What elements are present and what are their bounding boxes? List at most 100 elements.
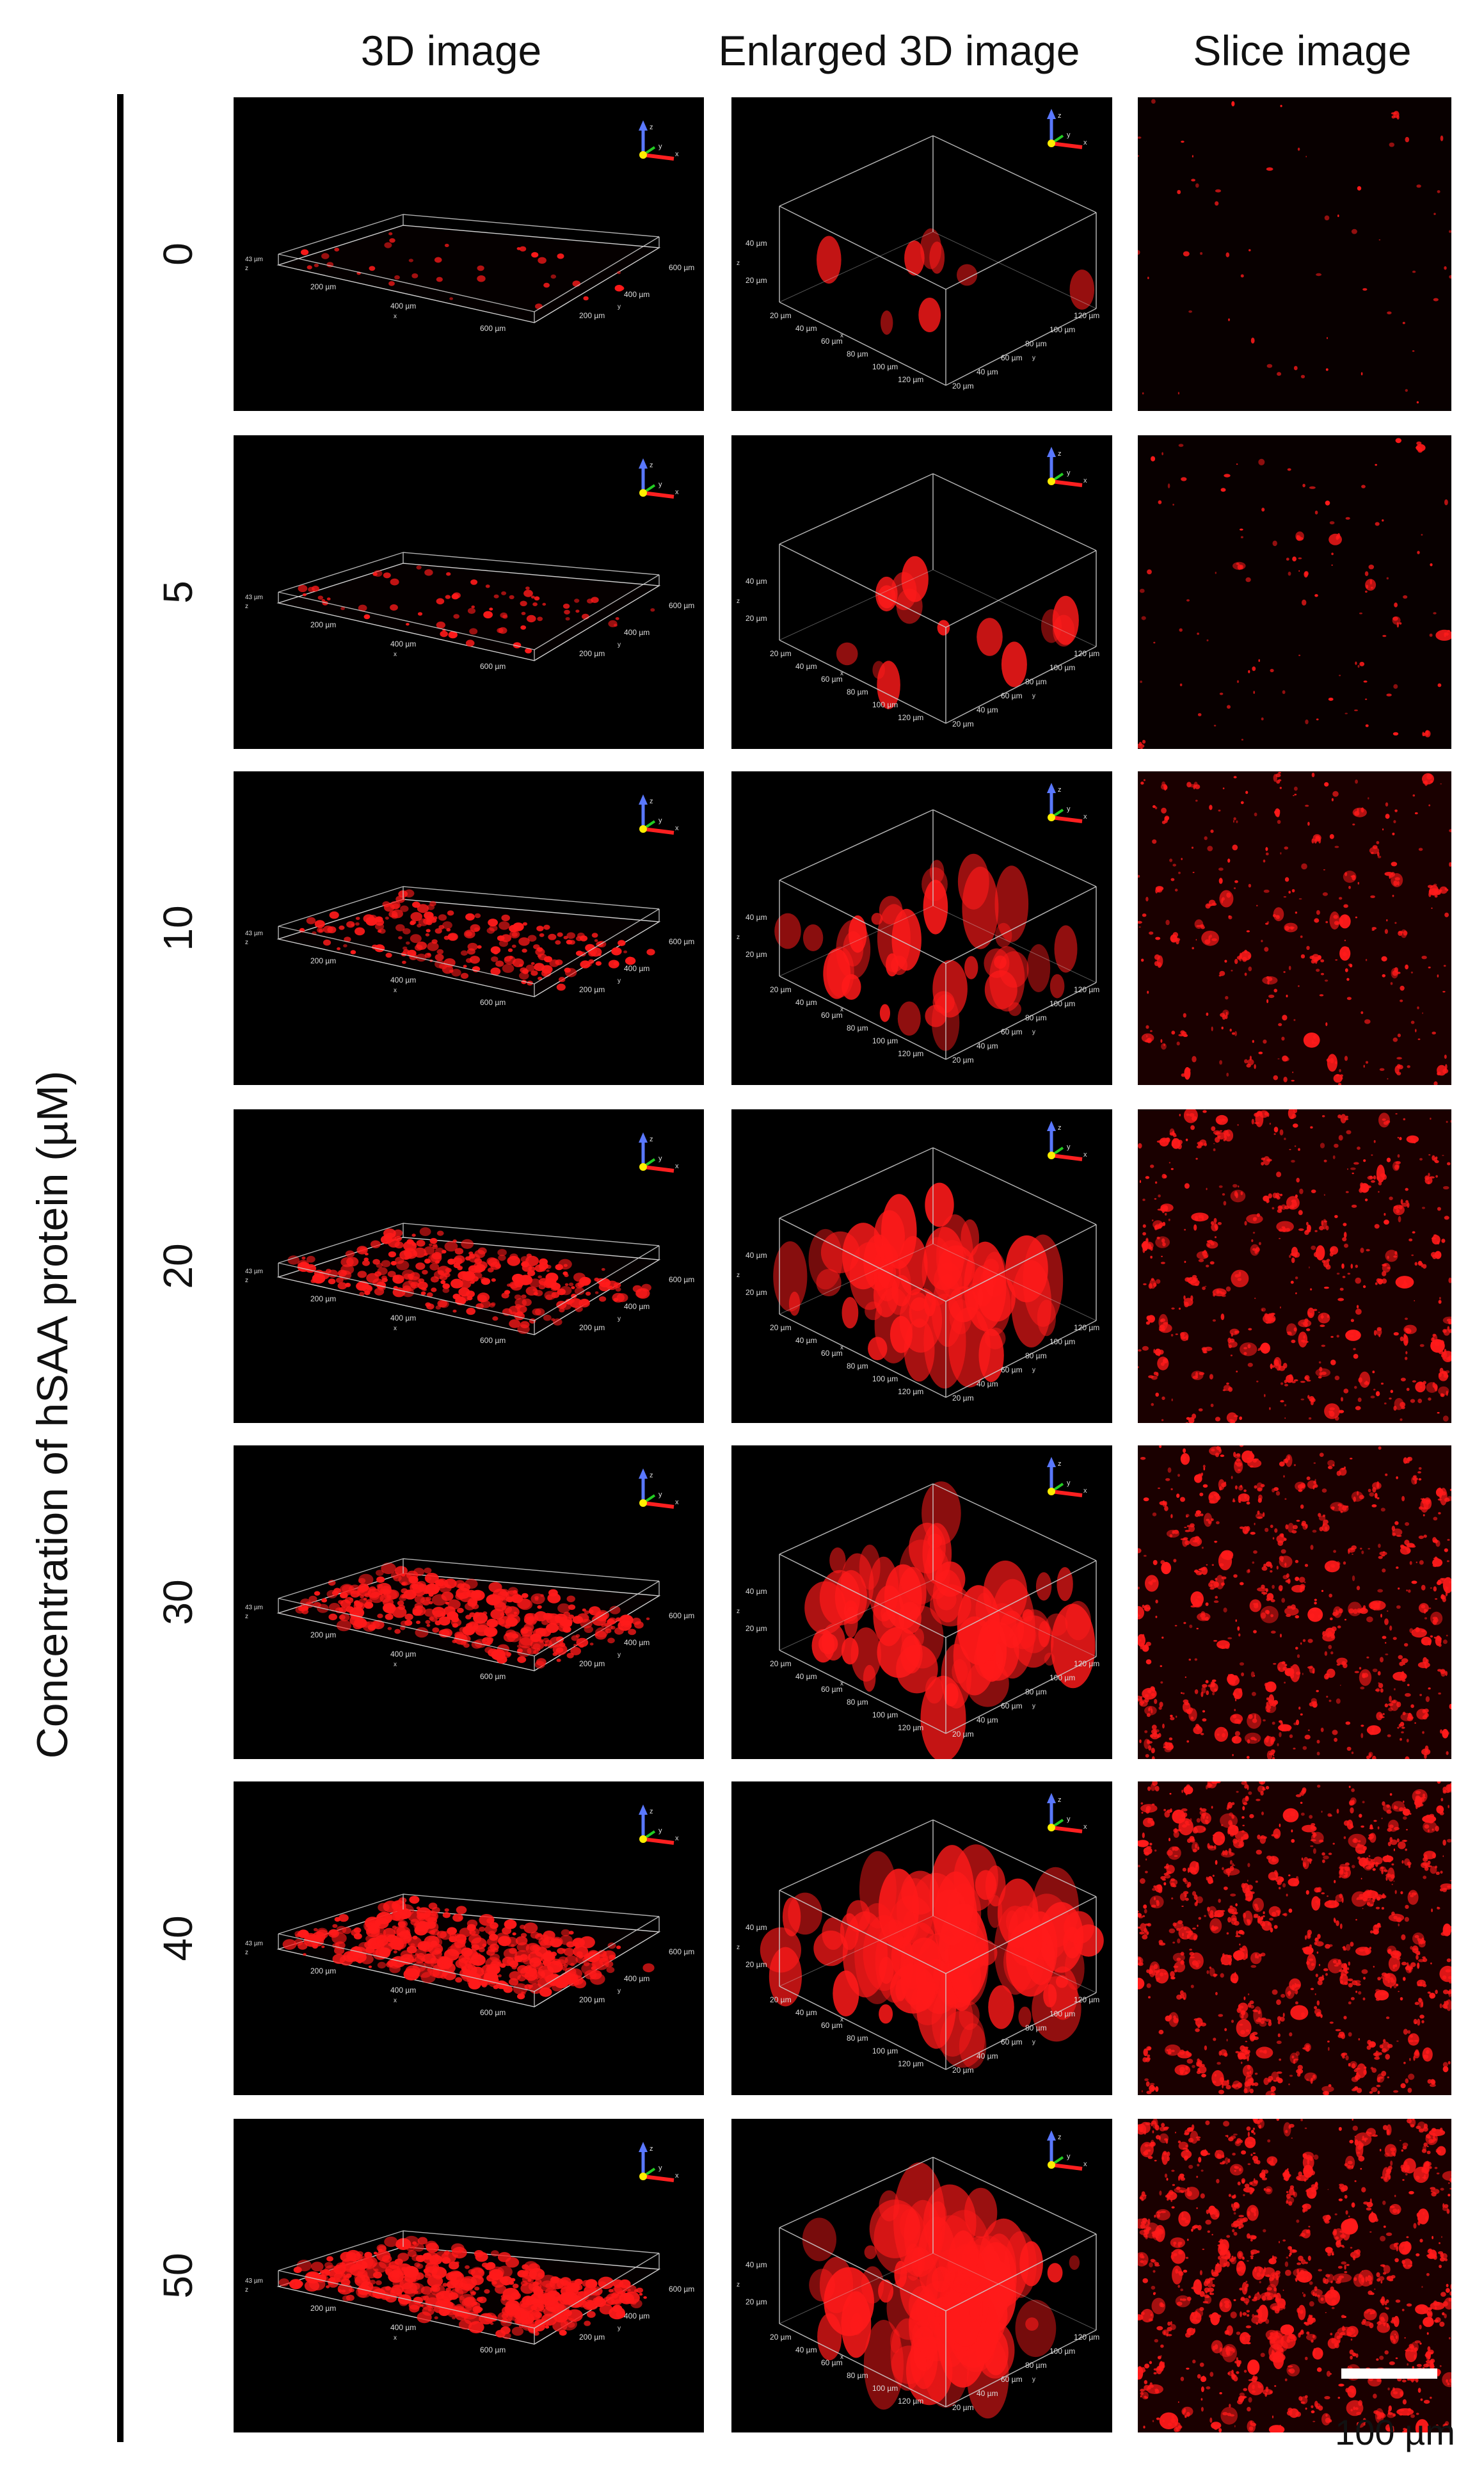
scale-bar (1341, 2368, 1437, 2379)
gizmo-z-label: z (650, 462, 653, 469)
overview-x-tick: 200 µm (310, 1966, 336, 1975)
overview-y-tick: 600 µm (669, 2285, 694, 2294)
enlarged-y-axis-label: y (1032, 355, 1035, 362)
enlarged-x-axis-label: x (840, 670, 843, 677)
slice-render (1138, 97, 1451, 411)
panel-3d-overview: 43 µm z 200 µm 400 µm 600 µm x 200 µm 400 µm 600… (234, 435, 704, 749)
fluorescent-aggregates (774, 853, 1078, 1051)
gizmo-y-label: y (1067, 469, 1071, 477)
enlarged-y-tick: 20 µm (952, 382, 974, 390)
gizmo-z-label: z (650, 2145, 653, 2153)
overview-y-tick: 400 µm (624, 1974, 650, 1983)
overview-z-tick: 43 µm (245, 1940, 263, 1947)
enlarged-x-tick: 100 µm (872, 1036, 898, 1045)
enlarged-z-tick: 40 µm (746, 2260, 767, 2269)
enlarged-y-axis-label: y (1032, 2039, 1035, 2046)
overview-y-axis-label: y (618, 977, 621, 985)
enlarged-x-tick: 100 µm (872, 2046, 898, 2055)
gizmo-z-label: z (650, 798, 653, 805)
gizmo-y-label: y (1067, 131, 1071, 139)
overview-x-tick: 600 µm (480, 324, 506, 333)
panel-slice (1138, 1781, 1451, 2095)
overview-x-tick: 200 µm (310, 1630, 336, 1639)
enlarged-y-tick: 100 µm (1049, 1337, 1075, 1346)
overview-y-tick: 200 µm (579, 2333, 605, 2342)
enlarged-z-axis-label: z (737, 1272, 740, 1279)
enlarged-y-tick: 40 µm (977, 705, 998, 714)
enlarged-y-tick: 120 µm (1074, 311, 1099, 320)
enlarged-x-tick: 100 µm (872, 1710, 898, 1719)
fluorescent-aggregates (282, 1895, 655, 2000)
overview-y-tick: 400 µm (624, 2311, 650, 2320)
overview-x-tick: 400 µm (390, 976, 416, 985)
slice-render (1138, 435, 1451, 749)
enlarged-y-tick: 120 µm (1074, 1995, 1099, 2004)
enlarged-y-tick: 120 µm (1074, 1323, 1099, 1332)
enlarged-x-tick: 20 µm (770, 2333, 792, 2342)
overview-x-tick: 600 µm (480, 2008, 506, 2017)
slice-render (1138, 2119, 1451, 2432)
overview-x-tick: 200 µm (310, 1294, 336, 1303)
enlarged-x-tick: 80 µm (847, 687, 868, 696)
panel-slice (1138, 2119, 1451, 2432)
enlarged-y-tick: 100 µm (1049, 663, 1075, 672)
fluorescent-aggregates (760, 1844, 1104, 2069)
overview-y-tick: 200 µm (579, 311, 605, 320)
enlarged-x-tick: 80 µm (847, 2034, 868, 2043)
enlarged-x-tick: 40 µm (795, 2008, 817, 2017)
enlarged-x-tick: 60 µm (821, 337, 843, 346)
slice-render (1138, 771, 1451, 1085)
overview-render: 43 µm z 200 µm 400 µm 600 µm x 200 µm 400 µm 600… (245, 1805, 694, 2017)
enlarged-z-tick: 20 µm (746, 1624, 767, 1633)
overview-x-tick: 600 µm (480, 662, 506, 671)
enlarged-y-tick: 120 µm (1074, 2333, 1099, 2342)
enlarged-x-tick: 80 µm (847, 1024, 868, 1033)
panel-enlarged-3d: 40 µm 20 µm z 20 µm 20 µm 40 µm 40 µm 60 µm 60 µ… (731, 771, 1112, 1085)
enlarged-y-tick: 40 µm (977, 2389, 998, 2398)
overview-x-axis-label: x (394, 987, 397, 994)
gizmo-x-label: x (1083, 1487, 1087, 1495)
enlarged-x-tick: 120 µm (898, 2059, 923, 2068)
overview-y-tick: 600 µm (669, 263, 694, 272)
enlarged-x-axis-label: x (840, 2354, 843, 2361)
gizmo-y-label: y (658, 143, 662, 150)
enlarged-x-axis-label: x (840, 2016, 843, 2023)
gizmo-y-label: y (658, 817, 662, 824)
enlarged-x-tick: 120 µm (898, 2397, 923, 2406)
column-header-slice-image: Slice image (1193, 27, 1412, 74)
enlarged-x-tick: 60 µm (821, 675, 843, 684)
gizmo-y-label: y (658, 1491, 662, 1499)
gizmo-z-label: z (650, 124, 653, 131)
enlarged-y-tick: 100 µm (1049, 2347, 1075, 2356)
enlarged-y-tick: 100 µm (1049, 1673, 1075, 1682)
overview-y-tick: 200 µm (579, 985, 605, 994)
orientation-gizmo-icon: z y x (1047, 1457, 1087, 1497)
gizmo-x-label: x (1083, 1823, 1087, 1831)
column-header-enlarged-3d-image: Enlarged 3D image (718, 27, 1080, 74)
enlarged-z-tick: 40 µm (746, 913, 767, 922)
enlarged-x-tick: 20 µm (770, 311, 792, 320)
gizmo-z-label: z (1058, 1460, 1062, 1468)
gizmo-x-label: x (675, 1499, 679, 1506)
gizmo-x-label: x (675, 824, 679, 832)
overview-x-tick: 400 µm (390, 1986, 416, 1995)
y-axis-title: Concentration of hSAA protein (µM) (28, 1070, 77, 1759)
gizmo-x-label: x (1083, 2160, 1087, 2168)
overview-z-tick: 43 µm (245, 2278, 263, 2285)
overview-y-axis-label: y (618, 1988, 621, 1995)
gizmo-x-label: x (675, 488, 679, 496)
overview-render: 43 µm z 200 µm 400 µm 600 µm x 200 µm 400 µm 600… (245, 794, 694, 1007)
enlarged-y-axis-label: y (1032, 2376, 1035, 2383)
gizmo-y-label: y (1067, 1479, 1071, 1487)
overview-x-tick: 400 µm (390, 2323, 416, 2332)
orientation-gizmo-icon: z y x (639, 120, 679, 161)
gizmo-z-label: z (650, 1472, 653, 1479)
enlarged-x-axis-label: x (840, 1006, 843, 1013)
enlarged-z-axis-label: z (737, 2281, 740, 2288)
panel-3d-overview: 43 µm z 200 µm 400 µm 600 µm x 200 µm 400 µm 600… (234, 1445, 704, 1759)
overview-z-tick: 43 µm (245, 1604, 263, 1611)
enlarged-x-tick: 120 µm (898, 1723, 923, 1732)
